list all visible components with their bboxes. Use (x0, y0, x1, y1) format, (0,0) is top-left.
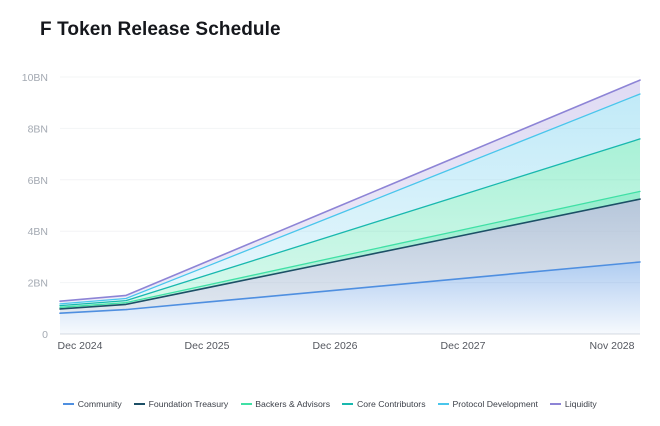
svg-text:6BN: 6BN (28, 175, 48, 187)
svg-text:Dec 2025: Dec 2025 (185, 340, 230, 352)
svg-text:2BN: 2BN (28, 278, 48, 290)
svg-text:Dec 2026: Dec 2026 (313, 340, 358, 352)
svg-text:4BN: 4BN (28, 226, 48, 238)
svg-text:8BN: 8BN (28, 123, 48, 135)
svg-text:Dec 2024: Dec 2024 (58, 340, 103, 352)
svg-text:Dec 2027: Dec 2027 (441, 340, 486, 352)
svg-text:Nov 2028: Nov 2028 (590, 340, 635, 352)
svg-text:10BN: 10BN (22, 72, 48, 84)
svg-text:0: 0 (42, 329, 48, 341)
